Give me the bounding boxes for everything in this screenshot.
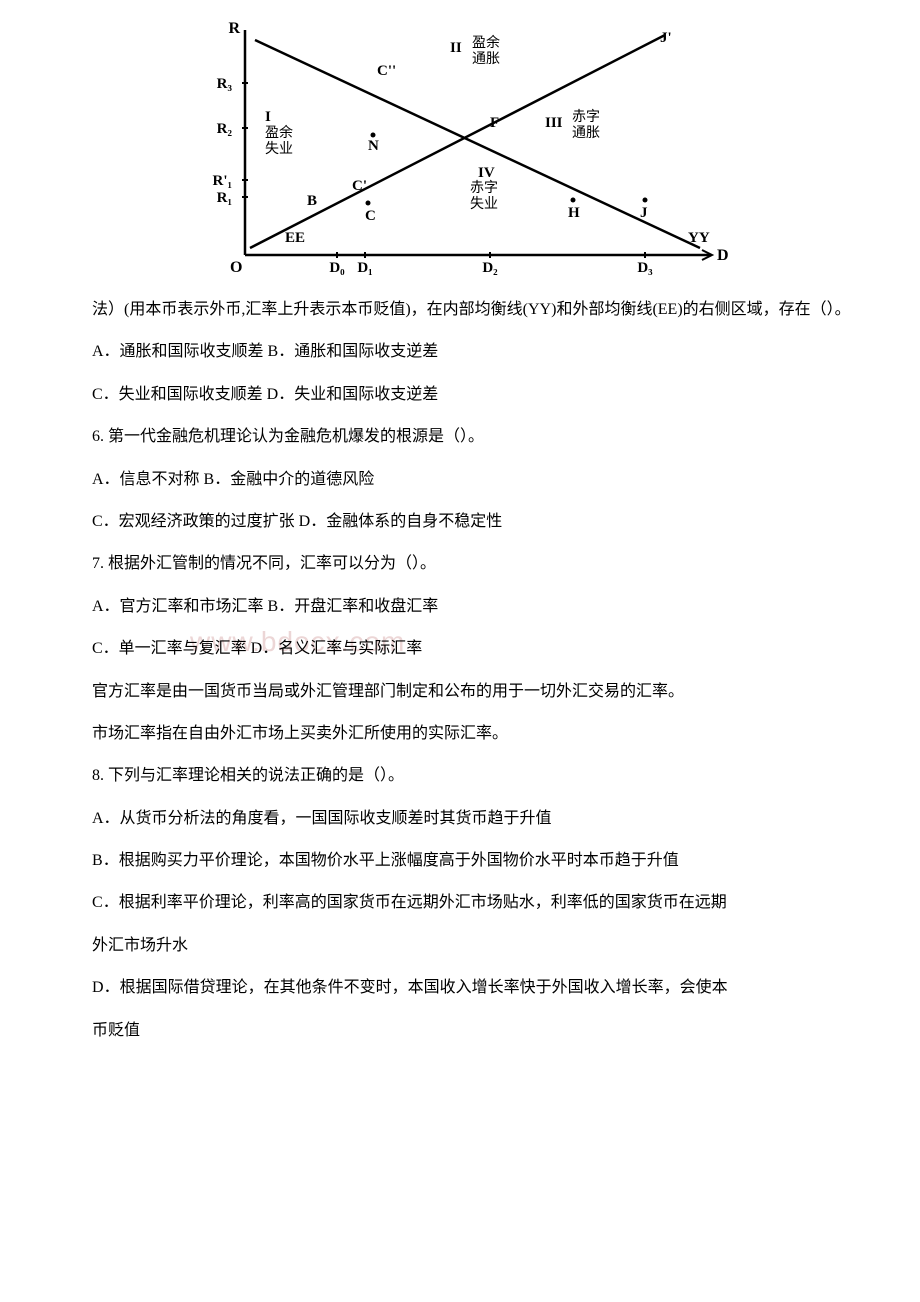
svg-text:F: F	[490, 115, 499, 131]
svg-text:J': J'	[660, 30, 672, 46]
svg-text:D₂: D₂	[482, 260, 498, 276]
svg-text:N: N	[368, 138, 379, 154]
svg-text:盈余: 盈余	[265, 124, 293, 141]
question-7-stem: 7. 根据外汇管制的情况不同，汇率可以分为（）。	[60, 549, 860, 579]
question-8-option-a: A．从货币分析法的角度看，一国国际收支顺差时其货币趋于升值	[60, 804, 860, 834]
svg-text:赤字: 赤字	[572, 109, 600, 125]
svg-text:盈余: 盈余	[472, 34, 500, 51]
swan-diagram: R D O R₃ R₂ R'₁ R₁ D₀ D₁ D₂ D₃ EE YY J' …	[190, 20, 730, 280]
svg-text:J: J	[640, 205, 648, 221]
svg-text:通胀: 通胀	[472, 51, 500, 67]
svg-text:R₁: R₁	[217, 190, 232, 206]
svg-text:C': C'	[352, 178, 367, 194]
svg-text:YY: YY	[688, 230, 710, 246]
svg-text:通胀: 通胀	[572, 125, 600, 141]
question-7-options-ab: A．官方汇率和市场汇率 B．开盘汇率和收盘汇率	[60, 592, 860, 622]
question-7-explain-2: 市场汇率指在自由外汇市场上买卖外汇所使用的实际汇率。	[60, 719, 860, 749]
origin-label: O	[230, 259, 242, 276]
question-8-option-b: B．根据购买力平价理论，本国物价水平上涨幅度高于外国物价水平时本币趋于升值	[60, 846, 860, 876]
question-5-options-cd: C．失业和国际收支顺差 D．失业和国际收支逆差	[60, 380, 860, 410]
svg-text:C: C	[365, 208, 376, 224]
svg-text:II: II	[450, 40, 462, 56]
svg-text:EE: EE	[285, 230, 305, 246]
svg-text:IV: IV	[478, 165, 495, 181]
svg-text:R₂: R₂	[217, 121, 233, 137]
svg-text:D₀: D₀	[329, 260, 345, 276]
question-7-explain-1: 官方汇率是由一国货币当局或外汇管理部门制定和公布的用于一切外汇交易的汇率。	[60, 677, 860, 707]
question-8-option-d-cont: 币贬值	[60, 1016, 860, 1046]
economics-diagram-svg: R D O R₃ R₂ R'₁ R₁ D₀ D₁ D₂ D₃ EE YY J' …	[190, 20, 730, 280]
question-6-options-cd: C．宏观经济政策的过度扩张 D．金融体系的自身不稳定性	[60, 507, 860, 537]
svg-text:失业: 失业	[265, 141, 293, 157]
svg-text:失业: 失业	[470, 196, 498, 212]
svg-text:H: H	[568, 205, 580, 221]
question-8-stem: 8. 下列与汇率理论相关的说法正确的是（）。	[60, 761, 860, 791]
svg-text:R'₁: R'₁	[213, 173, 233, 189]
question-5-stem: 法）(用本币表示外币,汇率上升表示本币贬值)，在内部均衡线(YY)和外部均衡线(…	[60, 295, 860, 325]
svg-text:C'': C''	[377, 63, 396, 79]
question-7-options-cd: C．单一汇率与复汇率 D．名义汇率与实际汇率	[60, 634, 860, 664]
svg-text:D₁: D₁	[357, 260, 372, 276]
svg-text:R₃: R₃	[217, 76, 233, 92]
svg-text:D₃: D₃	[637, 260, 653, 276]
x-axis-label: D	[717, 247, 729, 264]
svg-text:I: I	[265, 109, 271, 125]
question-6-stem: 6. 第一代金融危机理论认为金融危机爆发的根源是（）。	[60, 422, 860, 452]
question-5-options-ab: A．通胀和国际收支顺差 B．通胀和国际收支逆差	[60, 337, 860, 367]
svg-text:III: III	[545, 115, 563, 131]
question-8-option-c-cont: 外汇市场升水	[60, 931, 860, 961]
question-8-option-d: D．根据国际借贷理论，在其他条件不变时，本国收入增长率快于外国收入增长率，会使本	[60, 973, 860, 1003]
y-axis-label: R	[228, 20, 240, 37]
question-6-options-ab: A．信息不对称 B．金融中介的道德风险	[60, 465, 860, 495]
svg-text:赤字: 赤字	[470, 180, 498, 196]
svg-text:B: B	[307, 193, 317, 209]
question-8-option-c: C．根据利率平价理论，利率高的国家货币在远期外汇市场贴水，利率低的国家货币在远期	[60, 888, 860, 918]
